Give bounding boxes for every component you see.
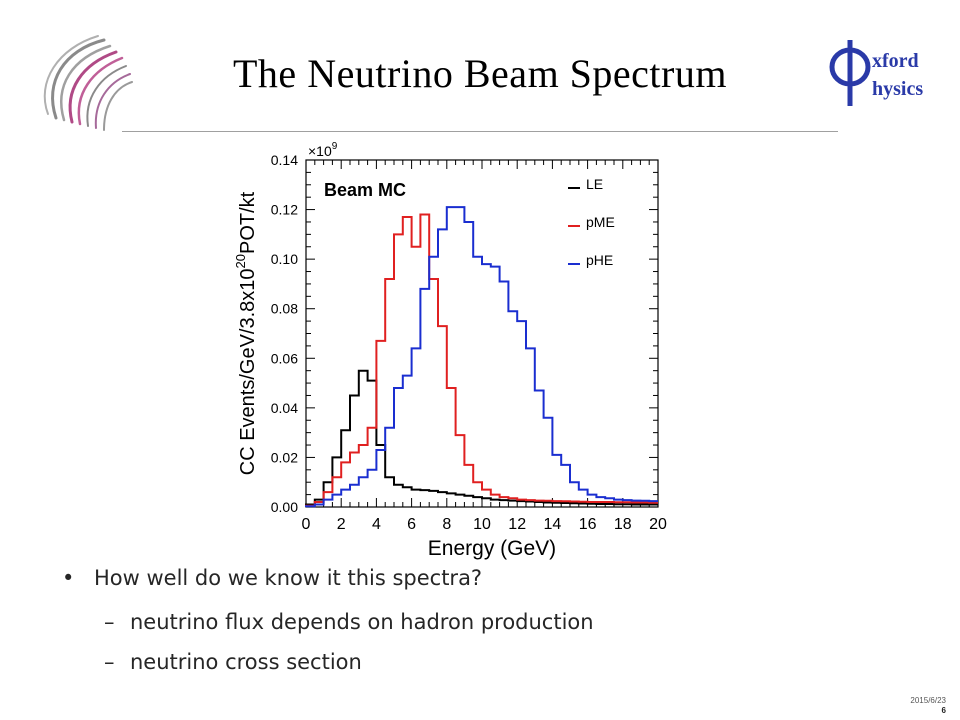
logo-word-hysics: hysics [872,78,924,100]
x-tick-label: 20 [649,516,667,533]
y-tick-label: 0.10 [271,251,298,267]
phi-icon [829,40,871,106]
x-tick-label: 18 [614,516,632,533]
x-tick-label: 12 [508,516,526,533]
x-tick-label: 0 [302,516,311,533]
y-tick-label: 0.00 [271,499,298,515]
y-multiplier-base: ×10 [308,143,332,159]
dash-glyph: – [104,610,115,634]
logo-word-xford: xford [872,50,919,72]
y-tick-label: 0.06 [271,350,298,366]
y-multiplier-exp: 9 [332,141,338,152]
sub-bullet-item: – neutrino cross section [104,650,362,674]
title-divider [122,131,838,132]
y-tick-label: 0.14 [271,152,298,168]
x-tick-label: 6 [407,516,416,533]
y-tick-label: 0.04 [271,400,298,416]
sub-bullet-item: – neutrino flux depends on hadron product… [104,610,594,634]
bullet-glyph: • [62,566,75,590]
legend-label-LE: LE [586,176,603,192]
x-tick-label: 10 [473,516,491,533]
slide-footer: 2015/6/23 6 [866,696,946,716]
x-tick-label: 14 [544,516,562,533]
y-axis-label-main: CC Events/GeV/3.8x10 [237,268,259,475]
y-axis-label-tail: POT/kt [237,191,259,254]
legend-label-pME: pME [586,214,615,230]
series-line-pHE [305,206,658,508]
oxford-physics-logo: xford hysics [826,36,951,111]
bullet-text: How well do we know it this spectra? [94,566,483,590]
x-tick-label: 8 [442,516,451,533]
beam-spectrum-chart: 0 2 4 6 8 10 12 14 16 18 20 0.00 0.02 0.04 0.06 0.08 0.1… [233,141,667,560]
y-tick-label: 0.12 [271,202,298,218]
page-number: 6 [941,706,946,715]
footer-date: 2015/6/23 [910,696,946,705]
sub-bullet-text: neutrino flux depends on hadron producti… [130,610,594,634]
dash-glyph: – [104,650,115,674]
chart-annotation: Beam MC [324,180,406,200]
y-tick-label: 0.08 [271,301,298,317]
legend-label-pHE: pHE [586,252,613,268]
swirl-logo-icon [43,35,133,131]
x-tick-label: 16 [579,516,597,533]
y-axis-label: CC Events/GeV/3.8x1020POT/kt [233,191,259,475]
y-axis-label-sup: 20 [233,254,248,268]
series-line-pME [305,213,658,507]
x-tick-label: 4 [372,516,381,533]
y-tick-label: 0.02 [271,449,298,465]
page-title: The Neutrino Beam Spectrum [233,51,727,96]
x-axis-label: Energy (GeV) [428,537,556,560]
series-line-LE [305,369,658,507]
bullet-item: • How well do we know it this spectra? [62,566,482,590]
x-tick-label: 2 [337,516,346,533]
sub-bullet-text: neutrino cross section [130,650,362,674]
plot-frame [305,159,659,508]
y-multiplier: ×109 [308,141,338,159]
